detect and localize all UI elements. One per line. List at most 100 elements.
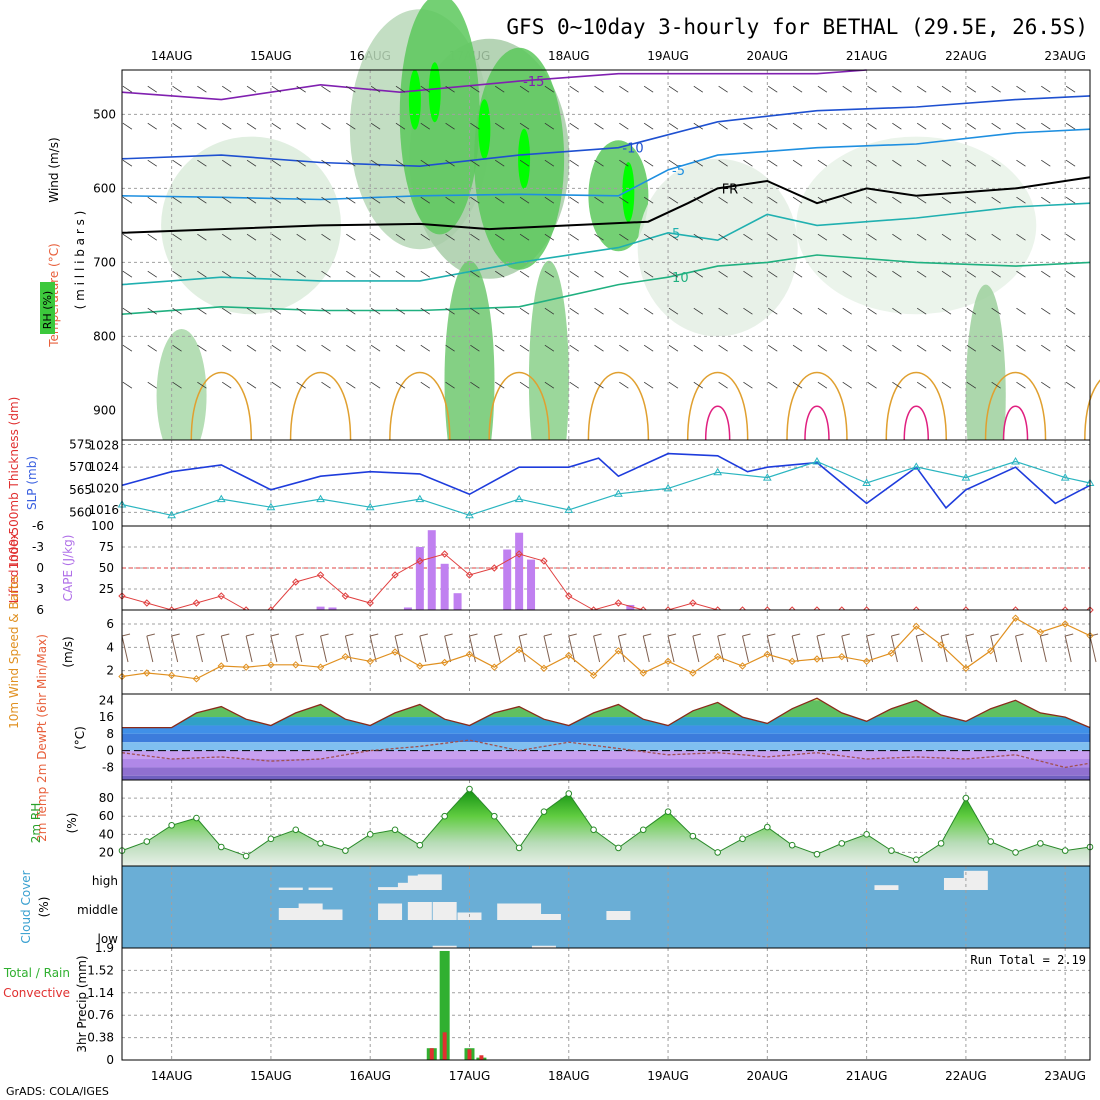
barb-117 [445,85,455,93]
slp-point-12 [713,467,723,476]
barb-250 [792,344,803,352]
barb-328 [1016,233,1026,241]
barb-243 [792,85,803,93]
rh-point-36 [1012,849,1019,856]
rh-core-3 [478,99,491,160]
barb-97 [370,344,381,352]
barb-295 [916,344,927,352]
isotherm--10 [121,95,1091,168]
barb-126 [470,85,480,93]
barb-350 [1065,381,1076,389]
barb-227 [743,159,753,167]
barb-40 [221,233,232,241]
cape-tick-100: 100 [91,519,114,533]
barb-239 [768,270,778,278]
isotherm-label-5: 5 [672,227,680,242]
barb-113 [420,270,430,278]
precip-grid [122,948,1090,1060]
wind-speed-point-32 [912,622,920,631]
wind-barb-flag-11 [394,633,404,637]
wind-speed-point-20 [614,647,623,655]
barb-283 [892,233,902,241]
rh-core-0 [408,69,421,130]
temp2m-ylabel: 2m Temp 2m DewPt (6hr Min/Max) [35,634,49,842]
barb-48 [246,196,257,204]
barb-233 [743,381,753,389]
barb-211 [693,233,704,241]
barb-52 [246,344,257,352]
wind-speed-point-37 [1036,628,1045,636]
barb-0 [122,85,133,93]
rh-point-24 [714,849,721,856]
rh-point-6 [267,835,275,843]
barb-156 [544,196,555,204]
barb-56 [271,159,282,167]
isotherm-FR [121,176,1091,234]
barb-43 [221,344,232,352]
barb-232 [743,344,753,352]
barb-83 [346,159,356,167]
barb-106 [395,344,406,352]
barb-6 [122,307,133,315]
barb-150 [519,307,530,315]
isotherm-label--15: -15 [523,75,544,90]
precip-conv-bar-3 [479,1055,484,1060]
rh-point-37 [1037,840,1044,847]
wind-speed-point-11 [391,648,399,656]
wind-ylabel: Wind (m/s) [47,137,61,202]
slp-point-17 [961,473,971,481]
barb-120 [445,196,455,204]
wind-barb-flag-38 [1065,633,1074,637]
barb-274 [867,233,877,241]
li-point-9 [341,592,350,600]
rh-point-34 [962,794,970,802]
barb-28 [197,122,207,130]
barb-348 [1065,307,1076,315]
warm-contour-7 [885,371,948,441]
barb-60 [271,307,282,315]
rh-legend-label: RH (%) [41,291,54,329]
slp-point-14 [812,457,822,465]
thickness-tick-570: 570 [69,460,92,474]
barb-77 [321,270,331,278]
wind10m-speed-line [118,614,1094,683]
thickness-tick-575: 575 [69,438,92,452]
temp-tick-8: 8 [106,727,114,741]
barb-342 [1065,85,1076,93]
temp-band-3 [122,725,1090,734]
barb-55 [271,122,282,130]
rh-point-14 [466,785,473,793]
barb-119 [445,159,455,167]
barb-42 [221,307,232,315]
wind-barb-flag-36 [1015,633,1024,637]
rh-core-4 [622,162,635,223]
warm-contour-5 [686,371,749,441]
slp-point-4 [316,494,325,503]
precip-tick-0.76: 0.76 [87,1008,114,1022]
barb-229 [743,233,753,241]
wind-barb-2 [171,635,179,663]
wind-tick-2: 2 [106,664,114,678]
barb-163 [569,122,579,130]
rh-point-10 [366,831,374,838]
rh-point-28 [813,850,821,858]
precip-tick-0.38: 0.38 [87,1031,114,1045]
rh-point-22 [664,808,672,815]
wind-barb-flag-22 [667,633,677,637]
cape-tick-50: 50 [99,561,114,575]
li-cape-grid [122,526,1090,610]
cloud-ylabel: Cloud Cover [19,870,33,943]
barb-199 [668,122,679,130]
barb-270 [867,85,877,93]
barb-221 [718,270,728,278]
wind-barb-flag-4 [221,633,230,637]
barb-116 [420,381,430,389]
isotherm-10 [121,254,1091,315]
rh-point-25 [739,835,746,843]
barb-289 [916,122,927,130]
cloud-unit: (%) [37,897,51,918]
cloud-low-block-0 [432,945,457,948]
barb-68 [296,270,306,278]
wind-speed-point-21 [639,669,647,677]
